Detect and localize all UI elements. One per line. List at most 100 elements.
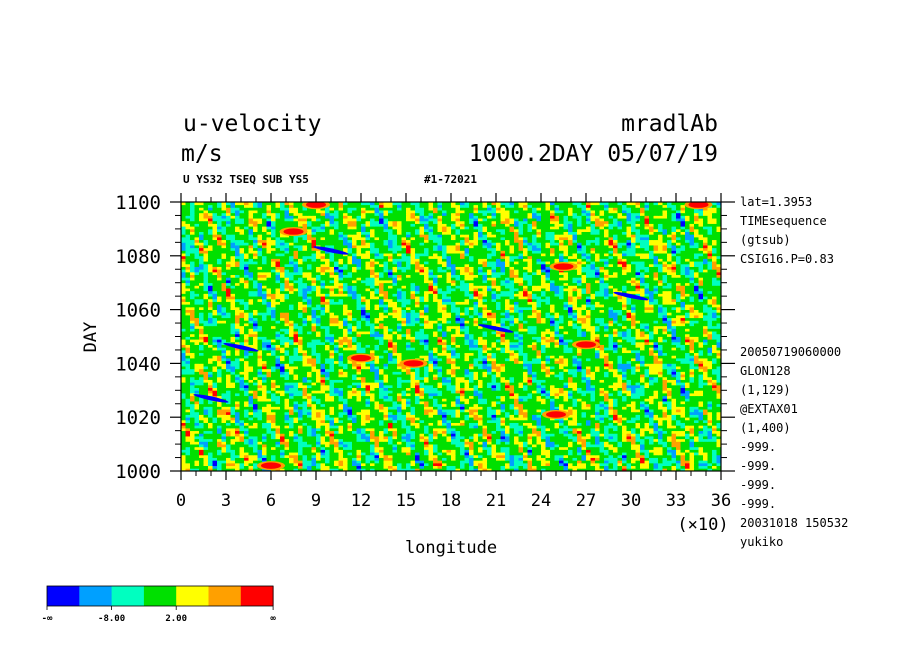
field-cell — [280, 406, 285, 410]
field-cell — [374, 374, 380, 378]
field-cell — [338, 384, 344, 389]
field-cell — [595, 433, 600, 437]
field-cell — [302, 374, 308, 378]
field-cell — [302, 398, 308, 402]
field-cell — [514, 366, 519, 370]
field-cell — [541, 366, 546, 370]
field-cell — [410, 401, 416, 405]
field-cell — [577, 422, 582, 426]
field-cell — [185, 414, 191, 418]
field-cell — [248, 468, 254, 471]
field-cell — [329, 419, 335, 423]
field-cell — [635, 446, 641, 450]
field-cell — [329, 368, 335, 372]
field-cell — [622, 454, 627, 458]
field-cell — [698, 409, 704, 413]
field-cell — [302, 462, 308, 467]
field-cell — [613, 387, 618, 391]
field-cell — [415, 444, 420, 448]
field-cell — [505, 376, 510, 380]
field-cell — [500, 398, 506, 402]
field-cell — [293, 390, 299, 394]
field-cell — [280, 392, 285, 397]
field-cell — [514, 379, 519, 383]
field-cell — [415, 430, 420, 434]
field-cell — [230, 417, 236, 421]
field-cell — [239, 371, 245, 375]
field-cell — [410, 392, 416, 397]
field-cell — [455, 425, 461, 429]
field-cell — [604, 454, 609, 458]
field-cell — [212, 401, 218, 405]
field-cell — [406, 433, 411, 437]
field-cell — [388, 406, 393, 410]
field-cell — [532, 368, 537, 372]
field-cell — [568, 417, 573, 421]
field-cell — [640, 460, 645, 464]
field-cell — [221, 449, 227, 453]
field-cell — [712, 422, 717, 426]
field-cell — [707, 363, 713, 367]
field-cell — [500, 425, 506, 429]
field-cell — [518, 368, 524, 372]
field-cell — [563, 387, 569, 391]
field-cell — [563, 374, 569, 378]
field-cell — [437, 454, 443, 458]
field-cell — [505, 382, 510, 386]
field-cell — [428, 358, 434, 362]
field-cell — [694, 446, 699, 450]
field-cell — [626, 360, 632, 364]
field-cell — [617, 433, 623, 437]
field-cell — [266, 401, 272, 405]
field-cell — [334, 360, 339, 364]
field-cell — [239, 449, 245, 453]
field-cell — [383, 403, 389, 407]
field-cell — [581, 452, 587, 456]
field-cell — [496, 390, 501, 394]
field-cell — [514, 454, 519, 458]
field-cell — [316, 395, 321, 399]
field-cell — [644, 452, 650, 456]
field-cell — [311, 358, 317, 362]
field-cell — [370, 430, 375, 434]
field-cell — [325, 371, 330, 375]
field-cell — [361, 392, 366, 397]
field-cell — [464, 392, 470, 397]
field-cell — [509, 363, 515, 367]
field-cell — [446, 430, 452, 434]
field-cell — [194, 384, 200, 389]
field-cell — [640, 422, 645, 426]
field-cell — [644, 382, 650, 386]
field-cell — [397, 462, 402, 467]
field-cell — [536, 436, 542, 440]
field-cell — [392, 441, 398, 445]
field-cell — [671, 390, 677, 394]
field-cell — [671, 368, 677, 372]
field-cell — [419, 395, 425, 399]
field-cell — [689, 395, 695, 399]
field-cell — [428, 395, 434, 399]
field-cell — [536, 462, 542, 467]
field-cell — [212, 468, 218, 471]
field-cell — [662, 460, 668, 464]
field-cell — [608, 454, 614, 458]
field-cell — [401, 406, 407, 410]
field-cell — [572, 401, 578, 405]
field-cell — [487, 358, 492, 362]
field-cell — [410, 417, 416, 421]
field-cell — [662, 368, 668, 372]
field-cell — [640, 409, 645, 413]
field-cell — [442, 395, 447, 399]
field-cell — [293, 460, 299, 464]
field-cell — [698, 371, 704, 375]
field-cell — [208, 374, 213, 378]
field-cell — [181, 414, 186, 418]
field-cell — [185, 438, 191, 442]
field-cell — [586, 457, 591, 461]
field-cell — [316, 425, 321, 429]
field-cell — [644, 392, 650, 397]
field-cell — [478, 433, 483, 437]
field-cell — [392, 360, 398, 364]
field-cell — [338, 390, 344, 394]
field-cell — [496, 414, 501, 418]
